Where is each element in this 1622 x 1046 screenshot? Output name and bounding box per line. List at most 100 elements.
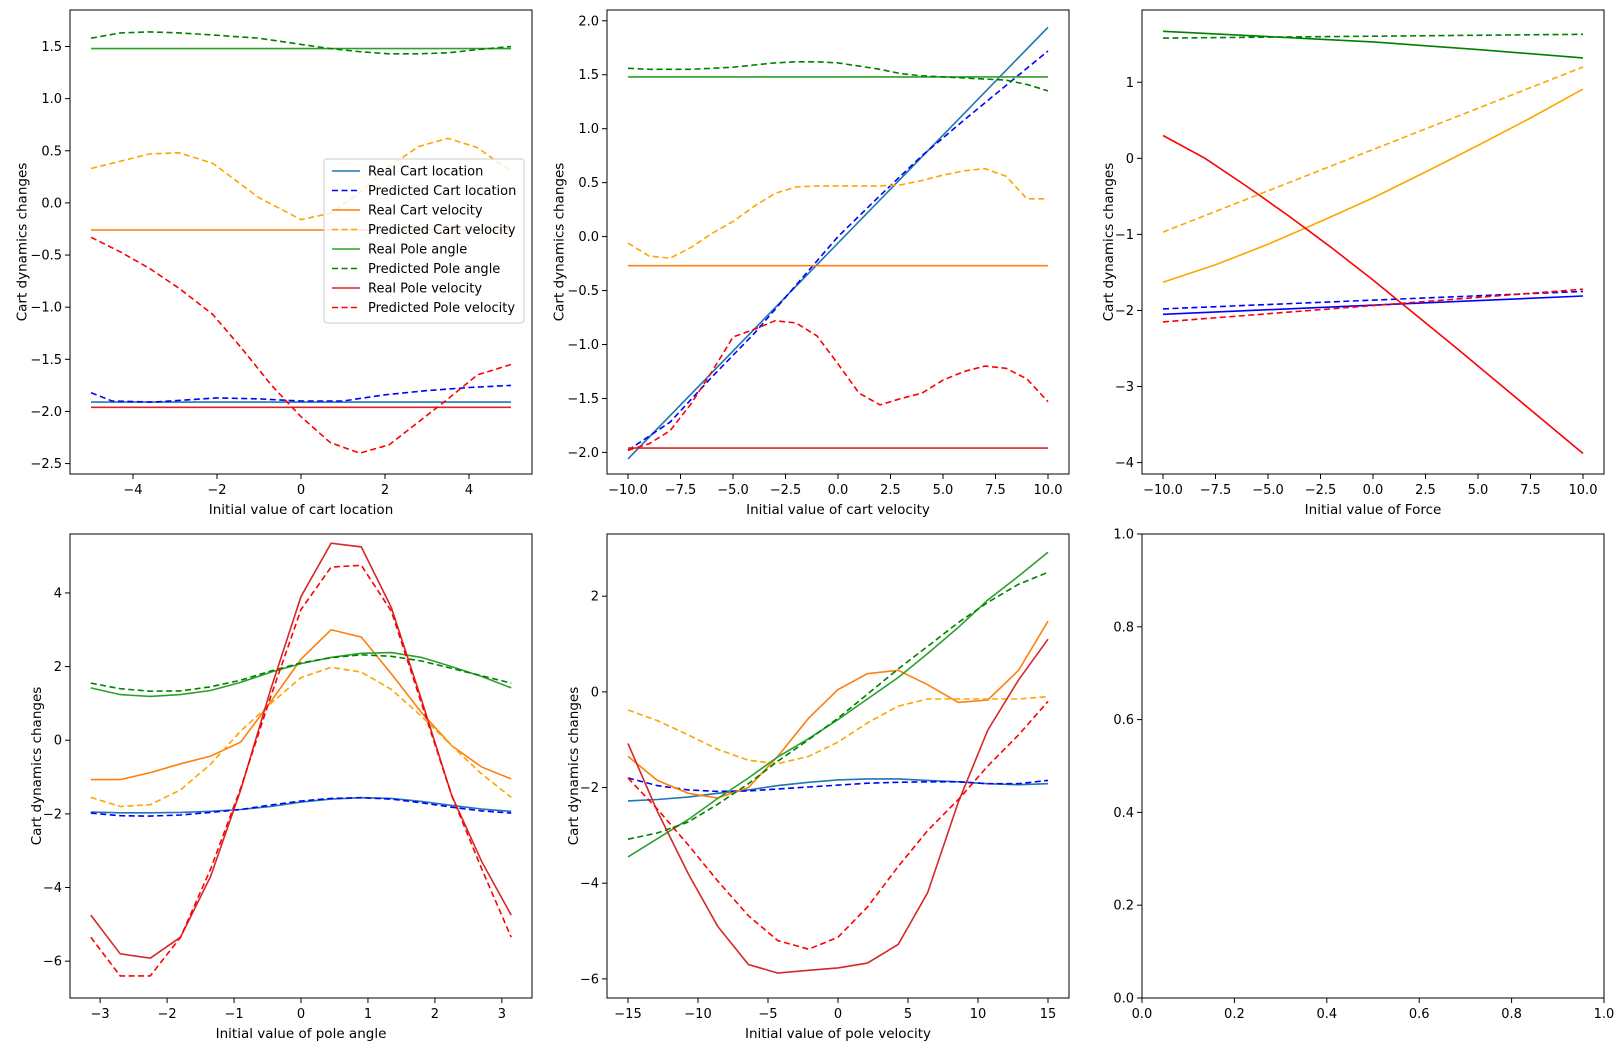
series-line-real-pole-velocity xyxy=(627,638,1049,974)
x-tick-label: 2 xyxy=(431,1007,439,1022)
x-axis-label: Initial value of Force xyxy=(1305,502,1442,518)
x-tick-label: 5.0 xyxy=(933,483,954,498)
x-tick-label: 2.5 xyxy=(1415,483,1436,498)
x-tick-label: −7.5 xyxy=(1200,483,1232,498)
x-tick-label: 0.4 xyxy=(1316,1007,1337,1022)
x-axis-label: Initial value of cart location xyxy=(209,502,394,518)
subplot-5: −15 −10 −5 0 5 10 15 −6 −4 −2 0 2 Initial value of p… xyxy=(566,533,1070,1042)
y-tick-label: 1.0 xyxy=(41,92,62,107)
series-line-predicted-cart-velocity xyxy=(627,167,1048,260)
series-line-predicted-cart-velocity xyxy=(1162,66,1584,233)
x-tick-label: −5.0 xyxy=(1252,483,1284,498)
y-tick-label: 0 xyxy=(591,685,599,700)
y-tick-label: 2 xyxy=(591,590,599,605)
legend: Real Cart location Predicted Cart locatio… xyxy=(323,158,525,324)
legend-label: Predicted Cart location xyxy=(368,184,516,199)
y-tick-label: −1.0 xyxy=(567,338,599,353)
y-tick-label: 0.6 xyxy=(1113,713,1134,728)
x-tick-label: 2.5 xyxy=(880,483,901,498)
x-tick-label: 10.0 xyxy=(1034,483,1063,498)
y-axis-label: Cart dynamics changes xyxy=(551,163,567,322)
x-tick-label: −2 xyxy=(207,483,226,498)
x-axis-label: Initial value of pole velocity xyxy=(745,1026,931,1042)
x-tick-label: −2.5 xyxy=(1305,483,1337,498)
axes-frame xyxy=(69,533,533,999)
series-line-predicted-cart-velocity xyxy=(90,666,512,808)
x-tick-label: 1.0 xyxy=(1594,1007,1615,1022)
x-tick-label: −4 xyxy=(123,483,142,498)
y-axis-label: Cart dynamics changes xyxy=(29,687,45,846)
legend-label: Predicted Pole angle xyxy=(368,262,500,277)
x-tick-label: 7.5 xyxy=(1520,483,1541,498)
series-line-predicted-pole-angle xyxy=(90,31,512,55)
subplot-1: −4 −2 0 2 4 −2.5 −2.0 −1.5 −1.0 −0.5 0.0 0.5 1.0 1.5 I… xyxy=(14,9,533,518)
series-line-real-pole-velocity xyxy=(1162,134,1584,455)
x-tick-label: 15 xyxy=(1040,1007,1057,1022)
y-tick-label: −2 xyxy=(43,807,62,822)
x-tick-label: 5 xyxy=(904,1007,912,1022)
series-line-real-cart-velocity xyxy=(627,620,1049,799)
series-line-real-pole-velocity xyxy=(90,542,512,960)
y-tick-label: −2 xyxy=(580,781,599,796)
y-tick-label: −6 xyxy=(580,972,599,987)
x-tick-label: −1 xyxy=(224,1007,243,1022)
x-tick-label: 0.6 xyxy=(1409,1007,1430,1022)
y-tick-label: 0.8 xyxy=(1113,620,1134,635)
y-tick-label: 0 xyxy=(1126,152,1134,167)
series-line-predicted-pole-velocity xyxy=(1162,288,1584,323)
series-line-real-cart-location xyxy=(627,778,1049,802)
x-axis-label: Initial value of pole angle xyxy=(216,1026,387,1042)
y-tick-label: −4 xyxy=(1115,456,1134,471)
series-line-predicted-pole-angle xyxy=(90,653,512,693)
series-line-real-cart-velocity xyxy=(90,628,512,781)
y-tick-label: 1.0 xyxy=(1113,528,1134,543)
x-tick-label: −15 xyxy=(614,1007,641,1022)
x-tick-label: 4 xyxy=(465,483,473,498)
x-axis-label: Initial value of cart velocity xyxy=(746,502,930,518)
x-tick-label: −10.0 xyxy=(608,483,648,498)
series-line-real-pole-angle xyxy=(1162,30,1584,59)
y-axis-label: Cart dynamics changes xyxy=(14,163,30,322)
x-tick-label: 0.8 xyxy=(1501,1007,1522,1022)
series-line-predicted-cart-location xyxy=(1162,290,1584,310)
y-tick-label: 1 xyxy=(1126,76,1134,91)
y-tick-label: −4 xyxy=(43,881,62,896)
x-tick-label: −2 xyxy=(158,1007,177,1022)
legend-label: Predicted Cart velocity xyxy=(368,223,516,238)
axes-frame xyxy=(1141,533,1605,999)
y-tick-label: −6 xyxy=(43,955,62,970)
series-line-predicted-cart-velocity xyxy=(627,695,1049,765)
y-tick-label: 1.5 xyxy=(41,40,62,55)
x-tick-label: −2.5 xyxy=(770,483,802,498)
x-tick-label: −5 xyxy=(758,1007,777,1022)
y-tick-label: −2.0 xyxy=(567,446,599,461)
y-tick-label: 0.5 xyxy=(41,144,62,159)
y-tick-label: 0.2 xyxy=(1113,899,1134,914)
x-tick-label: −5.0 xyxy=(717,483,749,498)
x-tick-label: 10.0 xyxy=(1569,483,1598,498)
series-line-real-pole-angle xyxy=(627,551,1049,858)
y-tick-label: −0.5 xyxy=(567,284,599,299)
y-tick-label: 0.0 xyxy=(1113,992,1134,1007)
series-line-predicted-cart-location xyxy=(90,384,512,403)
x-tick-label: −3 xyxy=(91,1007,110,1022)
x-tick-label: 7.5 xyxy=(985,483,1006,498)
y-tick-label: −1.5 xyxy=(30,353,62,368)
series-line-real-cart-velocity xyxy=(1162,88,1584,284)
subplot-6: 0.0 0.2 0.4 0.6 0.8 1.0 0.0 0.2 0.4 0.6 0.8 1.0 xyxy=(1113,528,1614,1023)
legend-label: Real Cart location xyxy=(368,165,483,180)
series-line-real-cart-location xyxy=(627,26,1049,460)
y-tick-label: −4 xyxy=(580,877,599,892)
series-line-predicted-pole-velocity xyxy=(627,319,1049,452)
x-tick-label: 0.0 xyxy=(1132,1007,1153,1022)
y-axis-label: Cart dynamics changes xyxy=(566,687,582,846)
x-tick-label: 10 xyxy=(970,1007,987,1022)
series-line-predicted-pole-angle xyxy=(627,571,1049,840)
series-line-predicted-pole-angle xyxy=(1162,33,1584,39)
y-tick-label: −1 xyxy=(1115,228,1134,243)
y-tick-label: −2.5 xyxy=(30,457,62,472)
x-tick-label: 0 xyxy=(297,483,305,498)
legend-label: Real Cart velocity xyxy=(368,204,483,219)
x-tick-label: 2 xyxy=(381,483,389,498)
